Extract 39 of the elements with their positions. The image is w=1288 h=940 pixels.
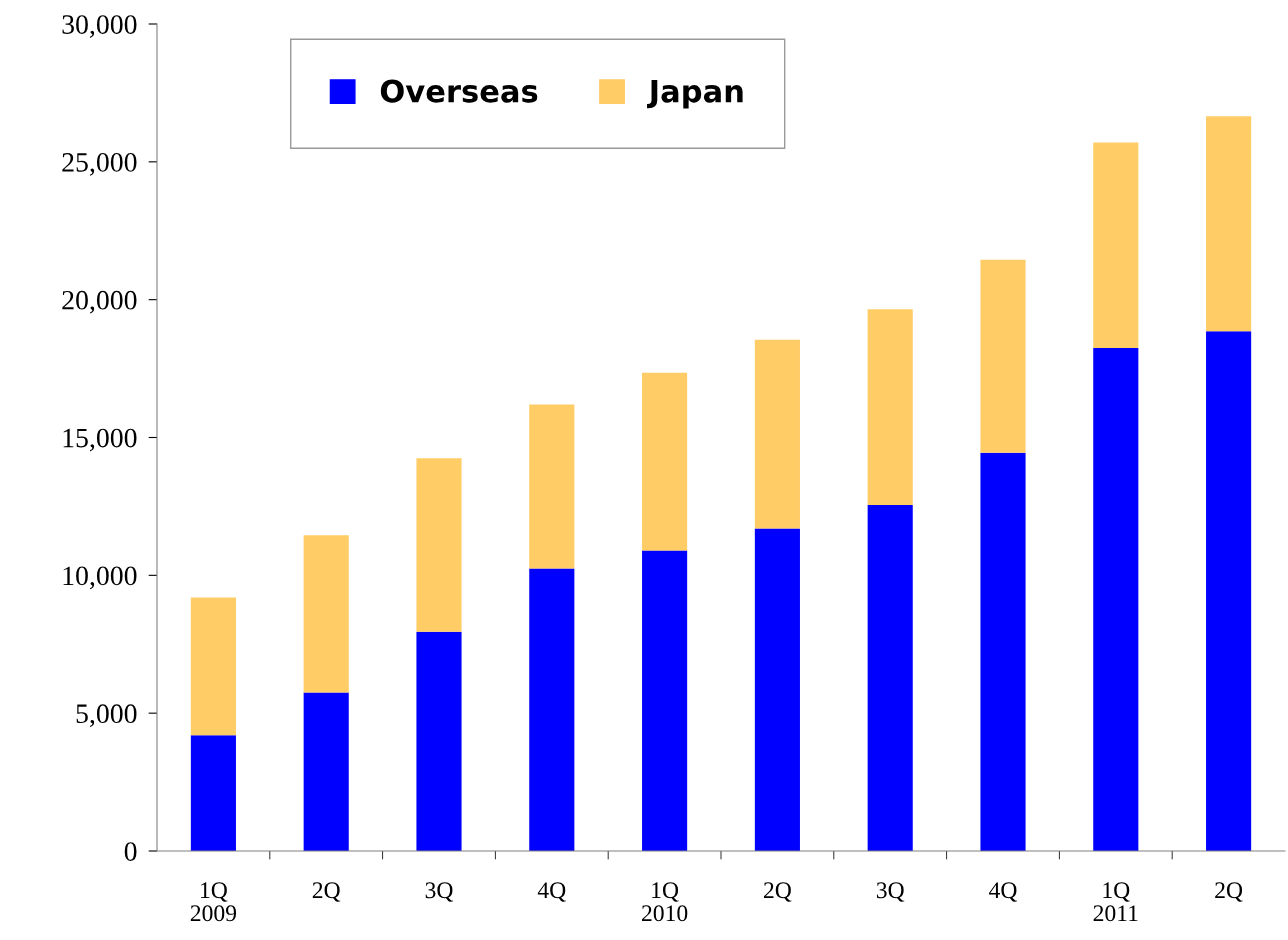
legend-label: Japan [647, 79, 743, 109]
y-tick-label: 20,000 [62, 290, 137, 314]
bar [190, 597, 236, 736]
x-tick-label: 2Q [312, 882, 341, 902]
y-tick-label: 0 [124, 842, 137, 861]
x-tick-label: 1Q 2010 [642, 882, 688, 922]
legend-label: Overseas [380, 79, 538, 103]
bar [1093, 142, 1139, 348]
bar [303, 692, 349, 851]
bar [754, 339, 800, 529]
y-tick-label: 25,000 [62, 153, 137, 176]
bar [754, 528, 800, 851]
bar [980, 452, 1026, 851]
x-tick-label: 4Q [989, 882, 1018, 902]
y-tick-label: 30,000 [62, 15, 137, 38]
x-tick-label: 3Q [876, 882, 905, 902]
bar [867, 505, 913, 851]
x-tick-label: 2Q [1215, 882, 1243, 902]
bar [416, 631, 462, 851]
x-tick-label: 1Q 2009 [190, 882, 237, 922]
x-tick-label: 4Q [537, 882, 566, 902]
bar [1206, 116, 1252, 332]
bar [642, 372, 688, 551]
bar [867, 309, 913, 506]
x-tick-label: 1Q 2011 [1093, 882, 1138, 922]
x-tick-label: 2Q [764, 882, 792, 902]
x-tick-label: 3Q [425, 882, 454, 902]
bar [190, 735, 236, 851]
y-tick-label: 10,000 [63, 566, 137, 590]
bar [303, 535, 349, 693]
y-tick-label: 15,000 [63, 428, 137, 452]
bar [529, 404, 575, 569]
bar [1093, 347, 1139, 851]
bar [642, 550, 688, 851]
bar [980, 259, 1026, 453]
bar [416, 458, 462, 632]
bar [529, 568, 575, 851]
bar [1206, 331, 1252, 851]
y-tick-label: 5,000 [76, 704, 137, 728]
